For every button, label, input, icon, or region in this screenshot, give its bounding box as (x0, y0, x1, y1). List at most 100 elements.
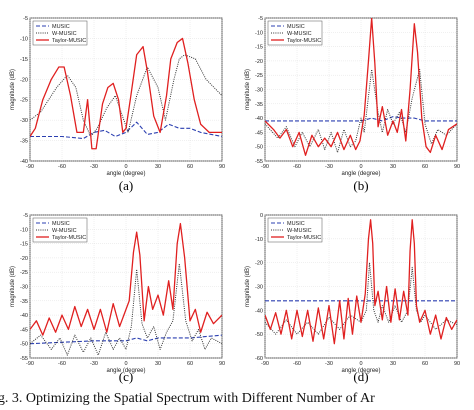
y-tick-label: -10 (20, 36, 28, 42)
y-tick-label: 0 (260, 213, 263, 219)
y-tick-label: -20 (255, 261, 263, 267)
legend-entry: MUSIC (287, 221, 305, 227)
legend-entry: Taylor-MUSIC (52, 38, 86, 44)
y-tick-label: -25 (20, 270, 28, 276)
series-line-music (30, 121, 222, 140)
x-tick-label: 30 (155, 361, 161, 367)
y-tick-label: -30 (255, 88, 263, 94)
y-tick-label: -50 (255, 332, 263, 338)
y-tick-label: -45 (255, 130, 263, 136)
y-tick-label: -5 (258, 16, 263, 22)
y-tick-label: -15 (20, 57, 28, 63)
legend-box (267, 20, 323, 46)
y-tick-label: -55 (255, 159, 263, 165)
x-tick-label: 90 (219, 164, 225, 170)
x-tick-label: 60 (187, 361, 193, 367)
x-tick-label: -60 (58, 164, 66, 170)
legend-entry: MUSIC (52, 24, 70, 30)
caption-text: ig. 3. Optimizing the Spatial Spectrum w… (0, 391, 375, 406)
legend-entry: MUSIC (52, 221, 70, 227)
panel-label: (b) (353, 178, 368, 193)
legend-entry: Taylor-MUSIC (52, 235, 86, 241)
y-tick-label: -45 (20, 327, 28, 333)
x-axis-label: angle (degree) (106, 171, 145, 177)
series-line-w-music (30, 54, 222, 137)
x-tick-label: 60 (187, 164, 193, 170)
legend-box (32, 217, 88, 243)
series-line-taylor-music (265, 18, 457, 156)
legend-box (267, 217, 323, 243)
x-tick-label: 0 (359, 164, 362, 170)
legend-entry: W-MUSIC (287, 228, 312, 234)
y-tick-label: -20 (20, 256, 28, 262)
x-tick-label: 90 (454, 361, 460, 367)
x-tick-label: -90 (26, 361, 34, 367)
y-tick-label: -5 (23, 16, 28, 22)
x-tick-label: -90 (26, 164, 34, 170)
y-tick-label: -25 (255, 73, 263, 79)
y-tick-label: -50 (255, 145, 263, 151)
x-tick-label: -30 (325, 361, 333, 367)
legend-entry: W-MUSIC (287, 31, 312, 37)
y-tick-label: -5 (23, 213, 28, 219)
legend-entry: W-MUSIC (52, 228, 77, 234)
y-tick-label: -50 (20, 342, 28, 348)
x-tick-label: 90 (219, 361, 225, 367)
series-line-taylor-music (30, 222, 222, 336)
y-tick-label: -20 (255, 59, 263, 65)
y-tick-label: -10 (20, 227, 28, 233)
x-tick-label: 0 (124, 361, 127, 367)
series-line-taylor-music (265, 219, 457, 345)
x-axis-label: angle (degree) (341, 368, 380, 374)
chart-panel-b: -90 -60 -30 0 30 60 90 -5 -10 -15 -20 -25 -30 -35 -40 -… (245, 16, 460, 193)
y-tick-label: -40 (20, 159, 28, 165)
chart-panel-d: -90 -60 -30 0 30 60 900-10-20-30-40-50-60angle… (245, 213, 460, 384)
panel-label: (a) (119, 178, 133, 193)
x-tick-label: -30 (90, 164, 98, 170)
y-tick-label: -25 (20, 98, 28, 104)
series-line-w-music (30, 263, 222, 356)
x-tick-label: -30 (90, 361, 98, 367)
x-tick-label: 30 (390, 361, 396, 367)
y-tick-label: -30 (255, 285, 263, 291)
series-line-w-music (265, 68, 457, 153)
y-tick-label: -20 (20, 77, 28, 83)
x-tick-label: 60 (422, 164, 428, 170)
y-axis-label: magnitude (dB) (245, 266, 251, 307)
legend-entry: Taylor-MUSIC (287, 38, 321, 44)
figure-caption: ig. 3. Optimizing the Spatial Spectrum w… (0, 389, 474, 410)
x-tick-label: -90 (261, 164, 269, 170)
y-tick-label: -10 (255, 237, 263, 243)
y-tick-label: -40 (255, 116, 263, 122)
x-axis-label: angle (degree) (341, 171, 380, 177)
y-axis-label: magnitude (dB) (245, 69, 251, 110)
x-tick-label: -60 (293, 164, 301, 170)
y-tick-label: -35 (20, 139, 28, 145)
x-tick-label: -30 (325, 164, 333, 170)
y-axis-label: magnitude (dB) (10, 69, 16, 110)
chart-panel-c: -90 -60 -30 0 30 60 90 -5 -10 -15 -20 -25 -30 -35 -40 -… (10, 213, 225, 384)
panel-label: (c) (119, 369, 133, 384)
panel-label: (d) (353, 369, 368, 384)
legend-entry: Taylor-MUSIC (287, 235, 321, 241)
y-tick-label: -30 (20, 285, 28, 291)
x-tick-label: -60 (293, 361, 301, 367)
x-tick-label: 0 (124, 164, 127, 170)
x-axis-label: angle (degree) (106, 368, 145, 374)
x-tick-label: 30 (390, 164, 396, 170)
series-line-taylor-music (30, 37, 222, 150)
legend-box (32, 20, 88, 46)
legend-entry: W-MUSIC (52, 31, 77, 37)
legend-entry: MUSIC (287, 24, 305, 30)
y-tick-label: -15 (255, 45, 263, 51)
x-tick-label: -60 (58, 361, 66, 367)
x-tick-label: 60 (422, 361, 428, 367)
y-tick-label: -30 (20, 118, 28, 124)
x-tick-label: 30 (155, 164, 161, 170)
x-tick-label: 0 (359, 361, 362, 367)
x-tick-label: 90 (454, 164, 460, 170)
y-tick-label: -60 (255, 356, 263, 362)
y-tick-label: -40 (255, 308, 263, 314)
y-tick-label: -35 (255, 102, 263, 108)
